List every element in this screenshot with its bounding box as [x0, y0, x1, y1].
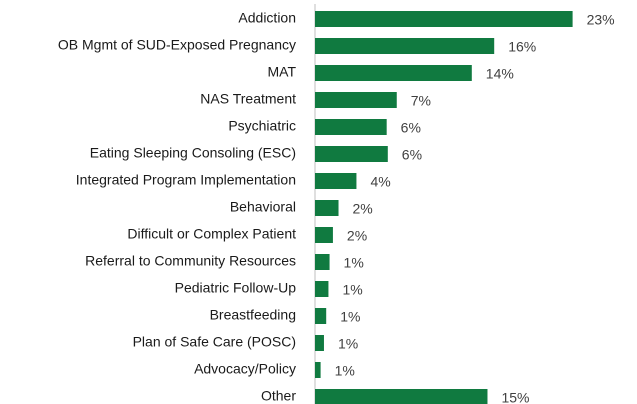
- bar: [315, 200, 339, 216]
- y-tick-label: Integrated Program Implementation: [76, 172, 296, 188]
- y-tick-label: Eating Sleeping Consoling (ESC): [90, 145, 296, 161]
- y-tick-label: MAT: [267, 64, 296, 80]
- bar: [315, 11, 573, 27]
- value-label: 2%: [353, 201, 373, 217]
- value-label: 6%: [402, 147, 422, 163]
- y-tick-label: Plan of Safe Care (POSC): [133, 334, 296, 350]
- y-tick-label: Difficult or Complex Patient: [127, 226, 296, 242]
- y-tick-label: Advocacy/Policy: [194, 361, 296, 377]
- y-tick-label: Addiction: [238, 10, 296, 26]
- bar: [315, 92, 397, 108]
- bar: [315, 146, 388, 162]
- value-label: 7%: [411, 93, 431, 109]
- value-label: 6%: [401, 120, 421, 136]
- value-label: 4%: [370, 174, 390, 190]
- bar: [315, 254, 330, 270]
- bar: [315, 65, 472, 81]
- value-label: 2%: [347, 228, 367, 244]
- y-tick-label: OB Mgmt of SUD-Exposed Pregnancy: [58, 37, 296, 53]
- y-tick-label: Behavioral: [230, 199, 296, 215]
- y-tick-label: Pediatric Follow-Up: [175, 280, 297, 296]
- value-label: 1%: [342, 282, 362, 298]
- bar: [315, 227, 333, 243]
- y-tick-label: NAS Treatment: [200, 91, 296, 107]
- bar: [315, 335, 324, 351]
- bar: [315, 308, 327, 324]
- value-label: 16%: [508, 39, 536, 55]
- value-label: 23%: [587, 12, 615, 28]
- bar: [315, 119, 387, 135]
- value-label: 1%: [335, 363, 355, 379]
- bar: [315, 38, 495, 54]
- value-label: 1%: [338, 336, 358, 352]
- bar: [315, 362, 321, 378]
- value-label: 1%: [344, 255, 364, 271]
- bar: [315, 389, 488, 404]
- y-tick-label: Breastfeeding: [210, 307, 296, 323]
- bar: [315, 281, 329, 297]
- value-label: 1%: [340, 309, 360, 325]
- bar: [315, 173, 357, 189]
- y-tick-label: Psychiatric: [228, 118, 296, 134]
- y-tick-label: Referral to Community Resources: [85, 253, 296, 269]
- value-label: 15%: [501, 390, 529, 404]
- y-tick-label: Other: [261, 388, 296, 404]
- value-label: 14%: [486, 66, 514, 82]
